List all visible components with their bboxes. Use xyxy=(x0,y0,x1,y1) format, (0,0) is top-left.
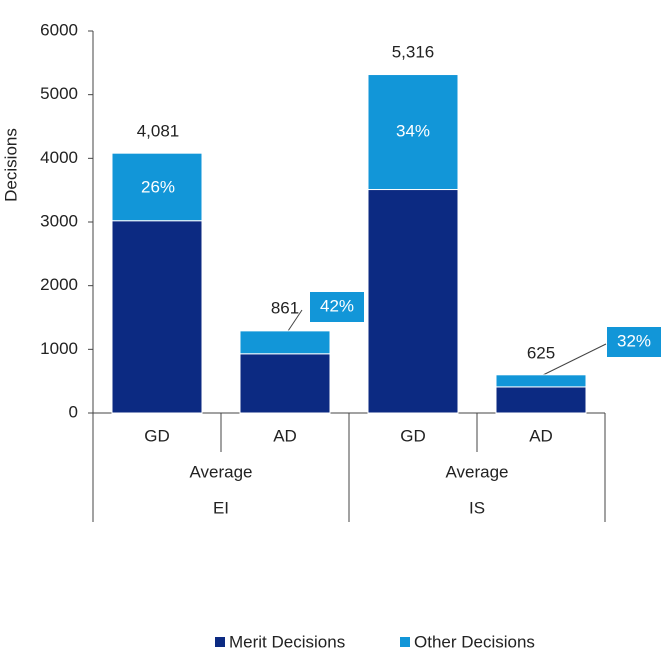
y-tick-label: 6000 xyxy=(40,20,78,39)
bar-segment xyxy=(239,330,331,355)
legend-swatch xyxy=(215,637,225,647)
label-box xyxy=(607,327,661,357)
y-tick-label: 5000 xyxy=(40,84,78,103)
legend-label: Other Decisions xyxy=(414,632,535,651)
bar-segment xyxy=(239,353,331,414)
group-label: Average xyxy=(189,462,252,481)
leader-line xyxy=(542,343,607,376)
leader-line xyxy=(287,309,303,332)
y-tick-label: 2000 xyxy=(40,275,78,294)
annotation: 32% xyxy=(617,331,651,350)
annotation: 42% xyxy=(320,296,354,315)
x-tick-label: AD xyxy=(529,426,553,445)
top-label: IS xyxy=(469,498,485,517)
y-axis-label: Decisions xyxy=(1,128,20,202)
annotation: 5,316 xyxy=(392,42,435,61)
top-label: EI xyxy=(213,498,229,517)
legend-label: Merit Decisions xyxy=(229,632,345,651)
bar-segment xyxy=(495,386,587,414)
y-tick-label: 4000 xyxy=(40,148,78,167)
legend-swatch xyxy=(400,637,410,647)
group-label: Average xyxy=(445,462,508,481)
y-tick-label: 1000 xyxy=(40,339,78,358)
bar-segment xyxy=(111,220,203,414)
annotation: 861 xyxy=(271,298,299,317)
bar-segment xyxy=(495,374,587,388)
bar-segment xyxy=(367,189,459,414)
annotation: 4,081 xyxy=(137,121,180,140)
y-tick-label: 0 xyxy=(69,402,78,421)
bar-segment xyxy=(111,152,203,222)
label-box xyxy=(310,292,364,322)
y-tick-label: 3000 xyxy=(40,211,78,230)
annotation: 34% xyxy=(396,121,430,140)
annotation: 26% xyxy=(141,177,175,196)
annotation: 625 xyxy=(527,343,555,362)
x-tick-label: GD xyxy=(144,426,170,445)
bar-segment xyxy=(367,74,459,191)
x-tick-label: AD xyxy=(273,426,297,445)
x-tick-label: GD xyxy=(400,426,426,445)
